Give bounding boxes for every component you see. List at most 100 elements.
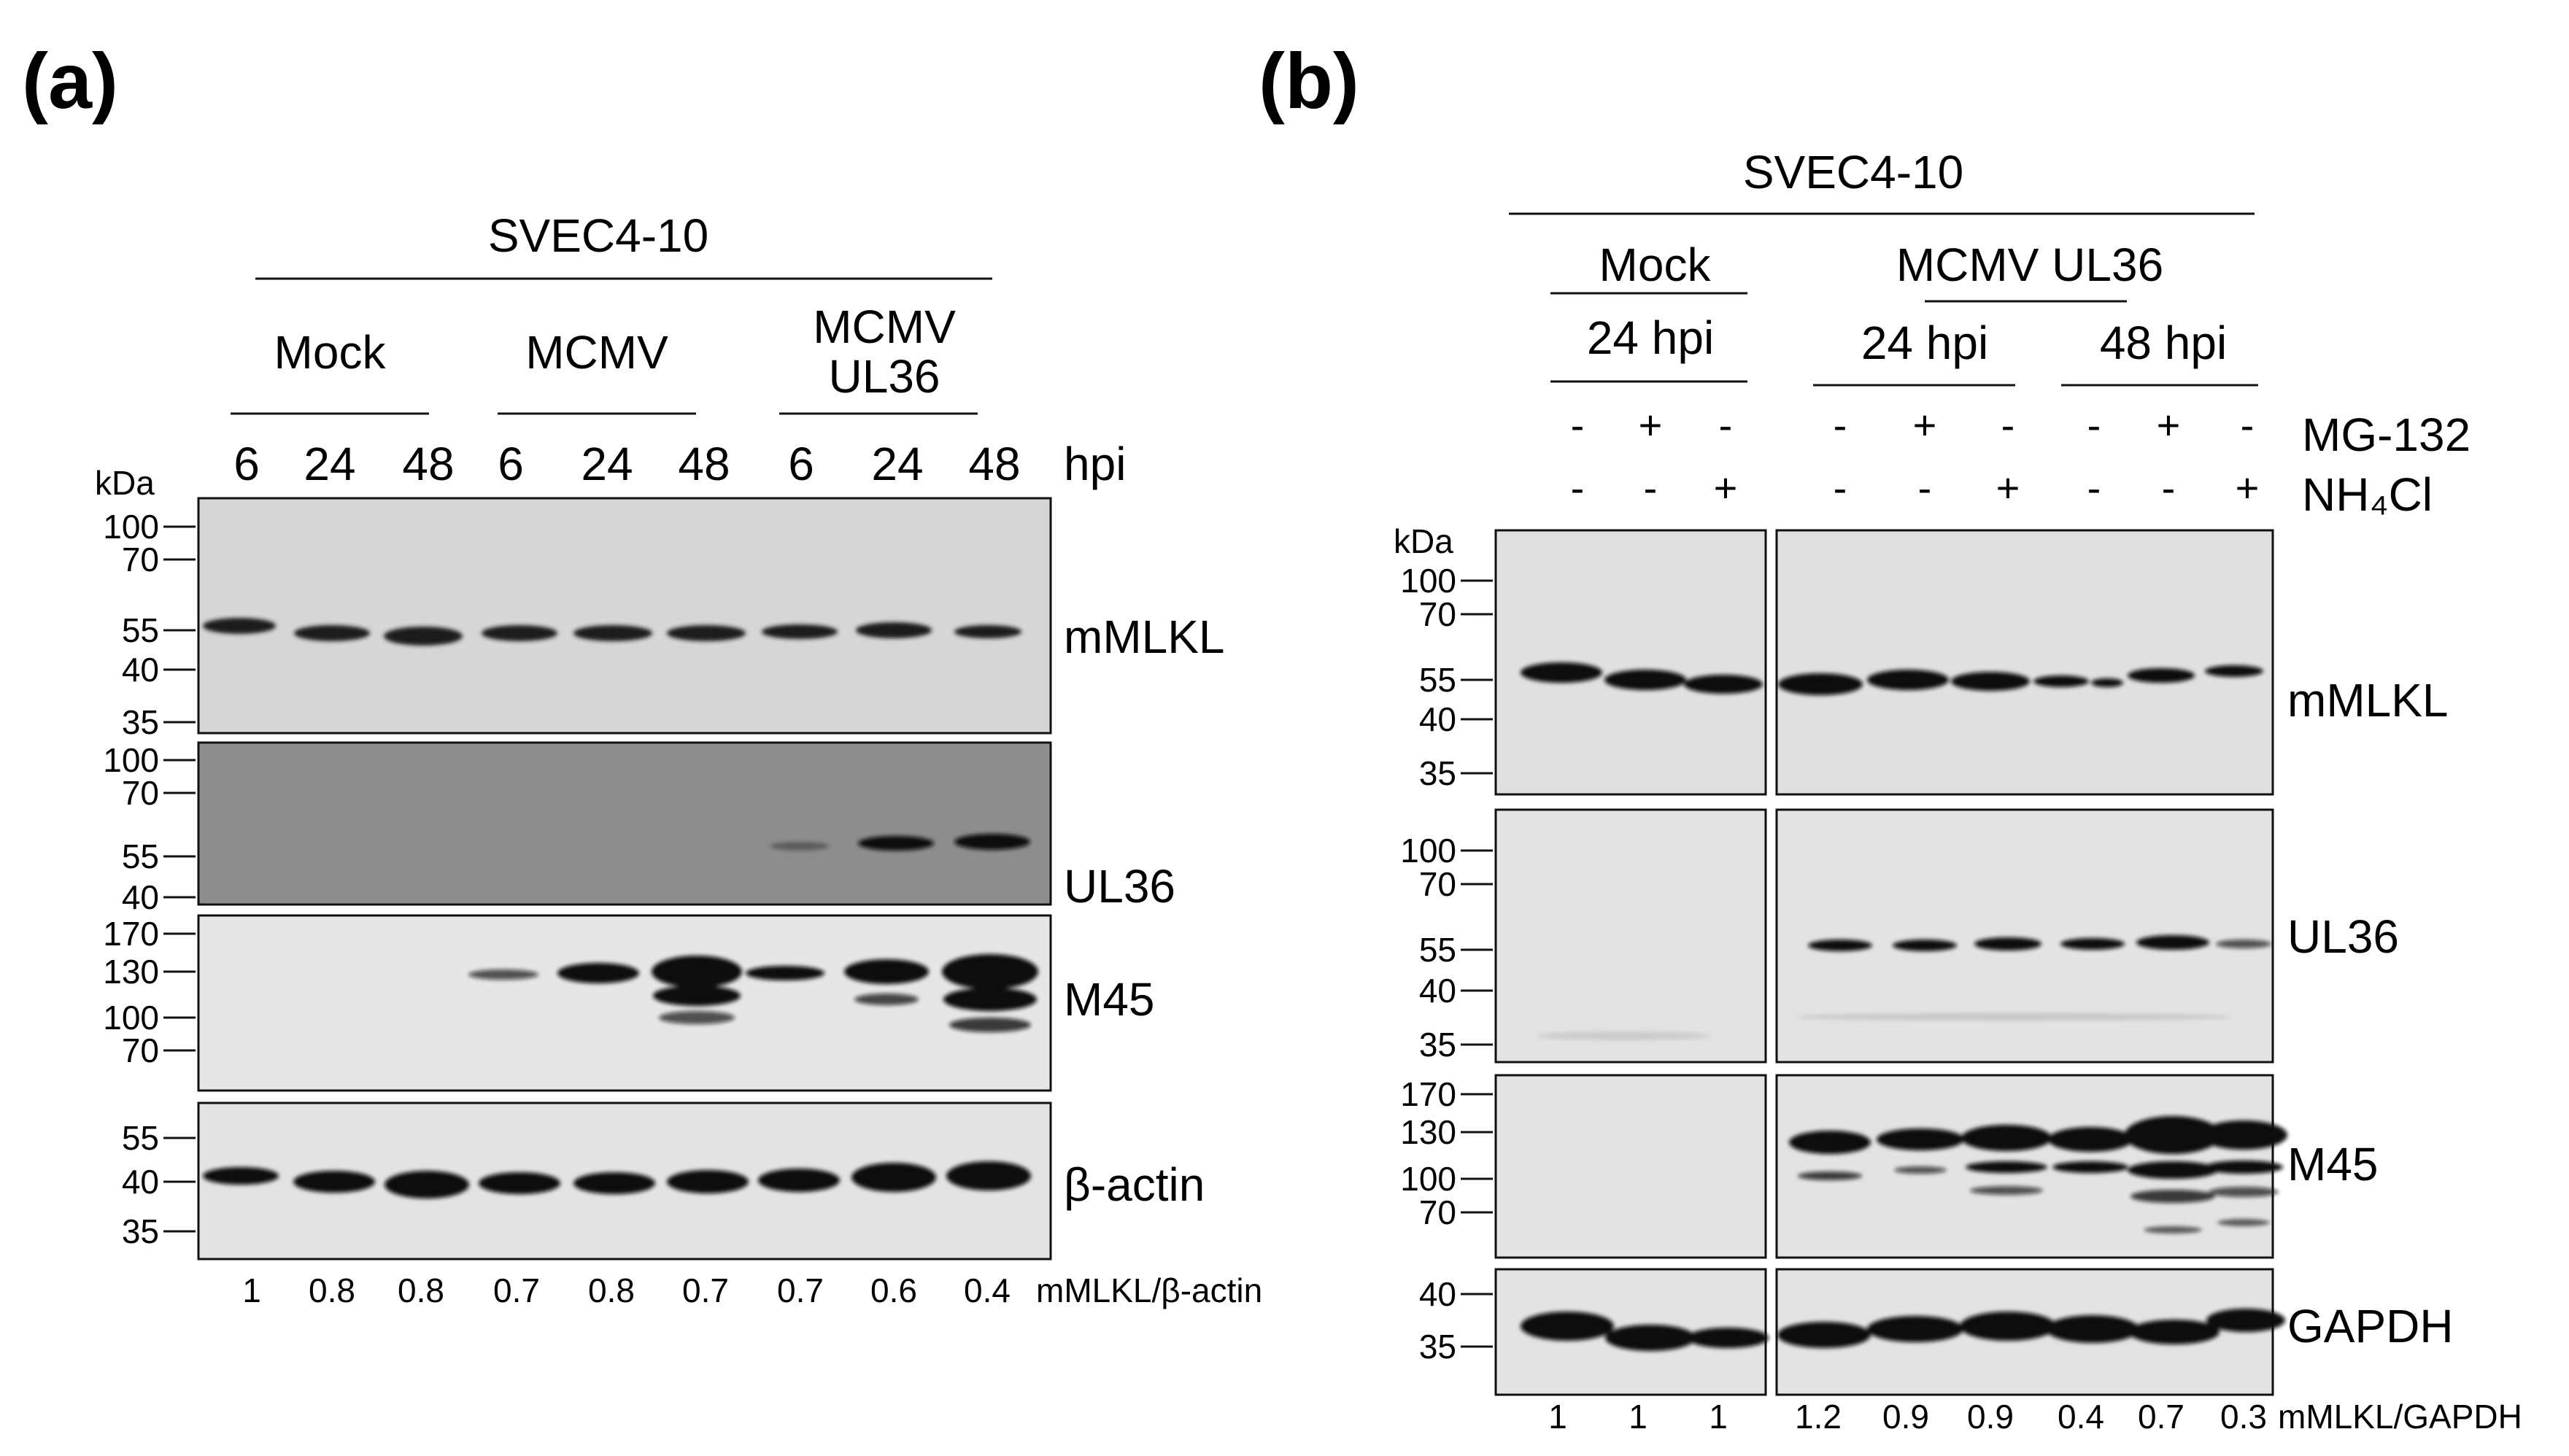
band	[1974, 937, 2041, 950]
band	[203, 1167, 279, 1185]
band	[1521, 662, 1602, 683]
marker-label: 100	[103, 741, 159, 779]
marker-label: 40	[122, 651, 159, 689]
band	[2204, 1161, 2283, 1174]
quant-value: 1	[242, 1271, 261, 1309]
band	[954, 625, 1021, 638]
panel-a-blot-mmlkl-label: mMLKL	[1064, 611, 1225, 663]
quant-value: 0.9	[1882, 1398, 1929, 1436]
band	[1795, 1013, 2233, 1021]
band	[384, 627, 463, 646]
band	[1789, 1131, 1871, 1154]
marker-label: 35	[1419, 1328, 1456, 1366]
panel-b-blot-gapdh-markers: 40 35	[1419, 1275, 1493, 1366]
quant-value: 1	[1629, 1398, 1647, 1436]
panel-a-kda-label: kDa	[95, 464, 155, 502]
band	[1970, 1186, 2043, 1195]
sign: -	[1644, 465, 1658, 511]
panel-a-blot-m45-markers: 170 130 100 70	[103, 915, 196, 1069]
panel-a-group-mcmv-ul36-line1: MCMV	[813, 301, 956, 353]
band	[2048, 1127, 2133, 1152]
sign: -	[2162, 465, 2176, 511]
band	[1605, 1325, 1696, 1351]
panel-a-lane-label: 24	[304, 438, 355, 490]
panel-a-blot-ul36-markers: 100 70 55 40	[103, 741, 196, 916]
marker-label: 40	[1419, 972, 1456, 1010]
band	[770, 842, 829, 851]
quant-value: 0.9	[1967, 1398, 2014, 1436]
marker-label: 55	[1419, 661, 1456, 699]
quant-value: 0.4	[964, 1271, 1011, 1309]
band	[949, 1018, 1031, 1032]
panel-a-group-mock: Mock	[274, 326, 387, 379]
panel-a-beta-actin-bands	[203, 1161, 1031, 1199]
band	[1604, 670, 1686, 690]
band	[479, 1172, 560, 1194]
band	[2144, 1226, 2202, 1234]
panel-b-blot-mmlkl-markers: 100 70 55 40 35	[1400, 562, 1493, 792]
panel-a-lane-label: 6	[498, 438, 524, 490]
band	[2200, 1120, 2287, 1150]
panel-b-mmlkl-bands	[1521, 662, 2263, 695]
panel-b-time-24: 24 hpi	[1861, 317, 1988, 369]
panel-a-blot-m45	[197, 914, 1052, 1092]
panel-a-blot-ul36-label: UL36	[1064, 860, 1175, 913]
quant-value: 0.7	[682, 1271, 729, 1309]
panel-b-label: (b)	[1259, 36, 1359, 125]
band	[2217, 1219, 2270, 1226]
panel-b-cell-line: SVEC4-10	[1743, 146, 1963, 198]
marker-label: 100	[1400, 562, 1456, 600]
panel-a-lane-label: 48	[678, 438, 730, 490]
marker-label: 100	[103, 999, 159, 1037]
band	[385, 1171, 469, 1199]
band	[942, 954, 1038, 989]
band	[1966, 1161, 2047, 1173]
marker-label: 70	[1419, 595, 1456, 633]
panel-b-quant-label: mMLKL/GAPDH	[2278, 1398, 2522, 1436]
sign: -	[1834, 465, 1847, 511]
band	[2125, 1116, 2221, 1154]
band	[946, 1161, 1031, 1190]
panel-a-group-mcmv: MCMV	[525, 326, 668, 379]
panel-b-mock-time: 24 hpi	[1587, 311, 1714, 364]
band	[2216, 940, 2271, 948]
quant-value: 0.7	[2138, 1398, 2184, 1436]
band	[1777, 1322, 1871, 1348]
marker-label: 35	[1419, 1026, 1456, 1064]
panel-a-blot-beta-actin-markers: 55 40 35	[122, 1119, 196, 1250]
band	[653, 985, 741, 1006]
quant-value: 0.4	[2058, 1398, 2104, 1436]
band	[954, 834, 1030, 850]
marker-label: 40	[122, 1163, 159, 1201]
band	[1798, 1172, 1862, 1180]
panel-a-lane-labels: 6 24 48 6 24 48 6 24 48	[233, 438, 1020, 490]
panel-a-lane-label: 6	[788, 438, 814, 490]
marker-label: 100	[1400, 832, 1456, 870]
band	[659, 1011, 735, 1024]
marker-label: 70	[122, 1031, 159, 1069]
marker-label: 70	[1419, 865, 1456, 903]
panel-b-blot-mmlkl-virus	[1775, 529, 2274, 796]
panel-a-lane-label: 48	[968, 438, 1020, 490]
panel-b-blot-ul36-label: UL36	[2287, 910, 2399, 963]
quant-value: 1	[1709, 1398, 1728, 1436]
band	[468, 969, 538, 980]
band	[667, 1170, 749, 1193]
band	[1778, 673, 1863, 695]
marker-label: 100	[103, 508, 159, 546]
sign: +	[1714, 465, 1738, 511]
band	[2209, 1187, 2279, 1197]
quant-value: 0.7	[493, 1271, 540, 1309]
sign: +	[1913, 402, 1937, 448]
marker-label: 40	[1419, 700, 1456, 738]
marker-label: 35	[122, 703, 159, 741]
panel-b-gapdh-bands	[1521, 1309, 2285, 1351]
panel-b-ul36-bands	[1536, 935, 2271, 1040]
sign: -	[2241, 402, 2255, 448]
sign: -	[1918, 465, 1932, 511]
sign: +	[1996, 465, 2020, 511]
band	[652, 956, 742, 988]
panel-b-kda-label: kDa	[1394, 522, 1453, 560]
band	[1867, 1316, 1963, 1342]
quant-value: 0.6	[870, 1271, 917, 1309]
